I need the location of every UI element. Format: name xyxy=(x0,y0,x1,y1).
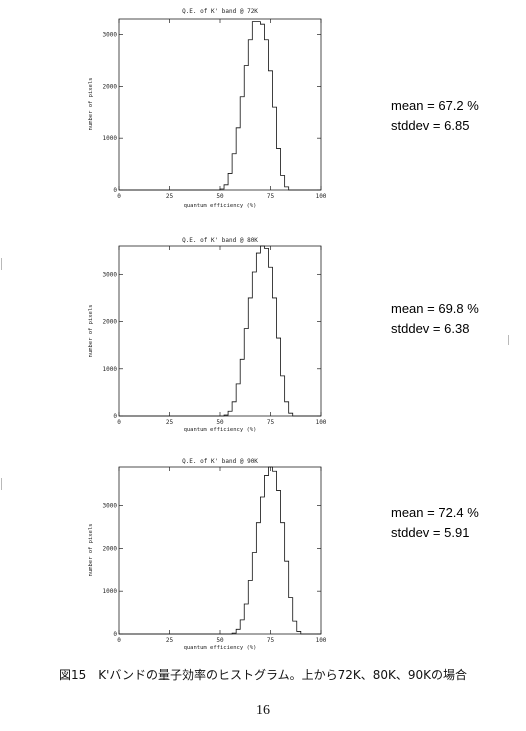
histogram-series xyxy=(119,245,321,417)
y-tick-label: 1000 xyxy=(103,366,118,373)
y-tick-label: 3000 xyxy=(103,32,118,39)
y-tick-label: 2000 xyxy=(103,319,118,326)
y-axis-label: number of pixels xyxy=(88,305,94,358)
x-axis-label: quantum efficiency (%) xyxy=(184,645,257,651)
x-axis-label: quantum efficiency (%) xyxy=(184,427,257,433)
y-tick-label: 0 xyxy=(113,631,117,638)
stddev-value: stddev = 6.38 xyxy=(391,321,470,336)
x-axis-label: quantum efficiency (%) xyxy=(184,203,257,209)
x-tick-label: 0 xyxy=(117,419,121,426)
x-tick-label: 25 xyxy=(166,193,174,200)
chart-title: Q.E. of K' band @ 80K xyxy=(182,237,258,244)
x-tick-label: 50 xyxy=(216,193,224,200)
x-tick-label: 50 xyxy=(216,419,224,426)
x-tick-label: 100 xyxy=(316,637,327,644)
mean-value: mean = 72.4 % xyxy=(391,505,479,520)
y-tick-label: 2000 xyxy=(103,545,118,552)
figure-caption: 図15 K'バンドの量子効率のヒストグラム。上から72K、80K、90Kの場合 xyxy=(58,668,468,682)
histogram-series xyxy=(119,21,321,191)
histogram-series xyxy=(119,466,321,635)
page-number: 16 xyxy=(256,703,270,718)
chart-title: Q.E. of K' band @ 72K xyxy=(182,8,258,15)
x-tick-label: 75 xyxy=(267,193,275,200)
histogram-panel-80k: Q.E. of K' band @ 80K 0 25 50 75 10001000200… xyxy=(88,237,327,433)
chart-title: Q.E. of K' band @ 90K xyxy=(182,458,258,465)
histogram-panel-72k: Q.E. of K' band @ 72K 0 25 50 75 10001000200… xyxy=(88,8,327,209)
x-tick-label: 100 xyxy=(316,419,327,426)
y-tick-label: 2000 xyxy=(103,83,118,90)
x-tick-label: 0 xyxy=(117,193,121,200)
x-tick-label: 0 xyxy=(117,637,121,644)
x-tick-label: 100 xyxy=(316,193,327,200)
x-tick-label: 75 xyxy=(267,637,275,644)
y-tick-label: 1000 xyxy=(103,135,118,142)
plot-frame xyxy=(118,466,322,635)
x-tick-label: 50 xyxy=(216,637,224,644)
y-axis-label: number of pixels xyxy=(88,524,94,577)
stddev-value: stddev = 6.85 xyxy=(391,118,470,133)
plot-frame xyxy=(118,18,322,191)
mean-value: mean = 69.8 % xyxy=(391,301,479,316)
y-tick-label: 0 xyxy=(113,413,117,420)
plot-frame xyxy=(118,245,322,417)
y-axis-label: number of pixels xyxy=(88,78,94,131)
scan-edge-mark xyxy=(508,335,509,345)
scan-edge-mark xyxy=(1,258,2,270)
x-tick-label: 75 xyxy=(267,419,275,426)
x-tick-label: 25 xyxy=(166,637,174,644)
histogram-panel-90k: Q.E. of K' band @ 90K 0 25 50 75 10001000200… xyxy=(88,458,327,651)
mean-value: mean = 67.2 % xyxy=(391,98,479,113)
x-tick-label: 25 xyxy=(166,419,174,426)
stddev-value: stddev = 5.91 xyxy=(391,525,470,540)
y-tick-label: 0 xyxy=(113,187,117,194)
scan-edge-mark xyxy=(1,478,2,490)
y-tick-label: 1000 xyxy=(103,588,118,595)
y-tick-label: 3000 xyxy=(103,503,118,510)
y-tick-label: 3000 xyxy=(103,271,118,278)
